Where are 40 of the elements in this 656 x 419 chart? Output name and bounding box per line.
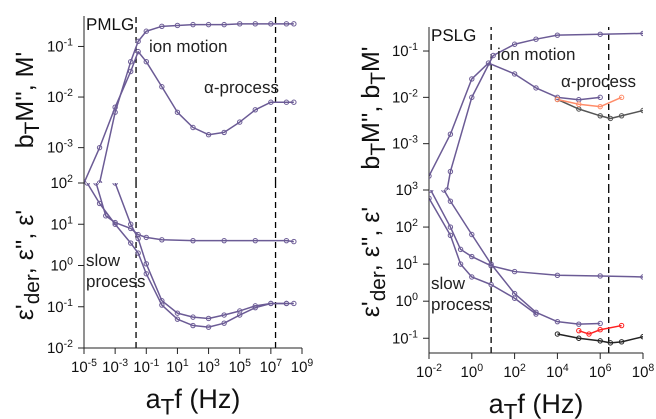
x-tick-label: 10$^{8}$ [632,362,654,381]
y-tick-label: 10$^{2}$ [50,173,74,192]
x-tick-label: 10$^{7}$ [260,357,282,376]
chart-title: PMLG [86,15,134,35]
y-tick-label: 10$^{-1}$ [46,296,74,316]
annotation: α-process [561,71,636,92]
annotation: α-process [204,77,280,98]
x-tick-label: 10$^{3}$ [197,357,220,376]
y-tick-label: 10$^{-2}$ [46,87,74,106]
x-tick-label: 10$^{-5}$ [70,357,98,376]
chart-title: PSLG [431,26,476,46]
x-tick-label: 10$^{2}$ [503,362,526,381]
y-tick-label: 10$^{1}$ [395,254,418,274]
y-tick-label: 10$^{1}$ [50,214,74,234]
x-axis-title: a$_{T}$f (Hz) [488,389,584,419]
x-tick-label: 10$^{9}$ [290,357,314,376]
annotation: slow process [86,250,146,292]
y-tick-label: 10$^{-3}$ [392,134,418,153]
y-tick-label: 10$^{-2}$ [46,338,74,357]
y-tick-label: 10$^{0}$ [50,256,74,274]
x-tick-label: 10$^{-2}$ [416,362,442,381]
y-tick-label: 10$^{-1}$ [392,41,418,60]
x-axis-title: a$_{T}$f (Hz) [146,384,240,419]
x-tick-label: 10$^{0}$ [460,362,484,381]
y-tick-label: 10$^{2}$ [395,217,418,236]
annotation: ion motion [149,36,228,57]
x-tick-label: 10$^{5}$ [228,357,252,376]
x-tick-label: 10$^{4}$ [546,362,569,381]
x-tick-label: 10$^{-3}$ [102,357,128,376]
y-tick-label: 10$^{-1}$ [46,36,74,56]
x-tick-label: 10$^{-1}$ [133,357,160,376]
y-tick-label: 10$^{3}$ [395,180,418,199]
y-tick-label: 10$^{-3}$ [46,138,74,157]
y-tick-label: 10$^{-1}$ [392,328,418,348]
annotation: ion motion [497,44,576,65]
x-tick-label: 10$^{6}$ [588,362,612,381]
x-tick-label: 10$^{1}$ [166,357,189,376]
y-tick-label: 10$^{-2}$ [392,87,418,106]
annotation: slow process [431,273,491,315]
y-tick-label: 10$^{0}$ [395,291,418,310]
